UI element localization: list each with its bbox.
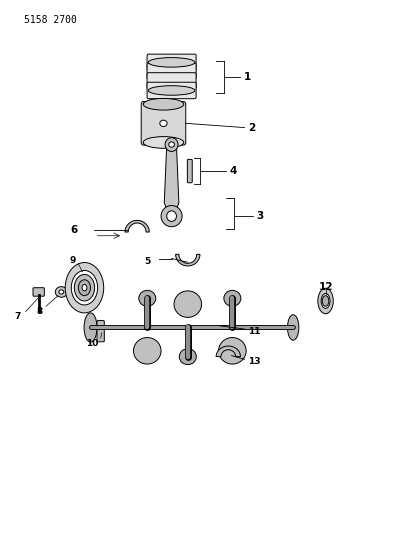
Ellipse shape — [169, 142, 174, 147]
Text: 8: 8 — [37, 307, 43, 316]
Ellipse shape — [143, 99, 184, 110]
Ellipse shape — [143, 136, 184, 148]
FancyBboxPatch shape — [97, 320, 104, 342]
FancyBboxPatch shape — [141, 102, 186, 145]
Ellipse shape — [179, 349, 196, 365]
Ellipse shape — [165, 138, 178, 151]
Ellipse shape — [224, 290, 241, 306]
Ellipse shape — [161, 206, 182, 227]
FancyBboxPatch shape — [147, 54, 196, 70]
Ellipse shape — [71, 270, 98, 305]
Ellipse shape — [59, 290, 64, 294]
FancyBboxPatch shape — [147, 63, 196, 79]
Ellipse shape — [322, 296, 329, 306]
Ellipse shape — [133, 337, 161, 364]
Text: 2: 2 — [248, 123, 256, 133]
Text: 12: 12 — [318, 281, 333, 292]
Text: 3: 3 — [256, 211, 263, 221]
Ellipse shape — [74, 274, 95, 301]
Polygon shape — [125, 220, 149, 232]
Ellipse shape — [65, 263, 104, 313]
Ellipse shape — [288, 315, 299, 340]
Ellipse shape — [148, 86, 195, 95]
Ellipse shape — [318, 288, 333, 314]
Ellipse shape — [55, 287, 67, 297]
Ellipse shape — [139, 290, 156, 306]
Text: 10: 10 — [86, 339, 99, 348]
Ellipse shape — [160, 120, 167, 126]
Ellipse shape — [219, 337, 246, 364]
Text: 4: 4 — [230, 166, 237, 176]
Ellipse shape — [167, 211, 176, 221]
Text: 9: 9 — [69, 256, 75, 265]
Polygon shape — [216, 346, 240, 357]
Ellipse shape — [82, 285, 87, 291]
Text: 1: 1 — [244, 71, 251, 82]
FancyBboxPatch shape — [187, 159, 192, 183]
Text: 5: 5 — [144, 257, 151, 265]
Ellipse shape — [174, 291, 202, 317]
FancyBboxPatch shape — [33, 288, 44, 296]
Text: 6: 6 — [70, 225, 78, 236]
Ellipse shape — [78, 280, 91, 296]
FancyBboxPatch shape — [147, 72, 196, 89]
Text: 5158 2700: 5158 2700 — [24, 14, 77, 25]
Text: 13: 13 — [248, 358, 260, 367]
Text: 11: 11 — [248, 327, 260, 336]
Ellipse shape — [148, 58, 195, 67]
Text: 7: 7 — [14, 312, 21, 321]
Ellipse shape — [84, 313, 97, 342]
Ellipse shape — [321, 294, 330, 309]
Polygon shape — [164, 144, 179, 216]
FancyBboxPatch shape — [147, 82, 196, 99]
Polygon shape — [175, 254, 200, 266]
